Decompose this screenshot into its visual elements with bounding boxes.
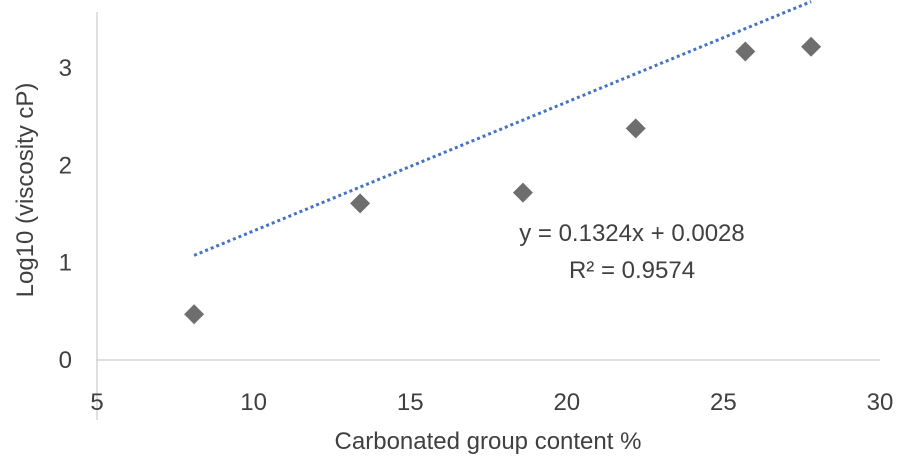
y-tick-label: 1 [59,250,72,277]
y-tick-label: 3 [59,55,72,82]
data-point-diamond [735,41,756,62]
x-tick-label: 30 [867,389,894,416]
data-point-diamond [350,193,371,214]
x-tick-label: 15 [397,389,424,416]
y-axis-title: Log10 (viscosity cP) [12,83,39,298]
x-tick-label: 20 [553,389,580,416]
data-point-diamond [184,304,205,325]
y-tick-label: 0 [59,347,72,374]
data-point-diamond [625,118,646,139]
data-point-diamond [801,36,822,57]
x-tick-label: 10 [240,389,267,416]
data-points [184,36,822,325]
trendline-equation-label: y = 0.1324x + 0.0028 [519,220,745,247]
x-axis-title: Carbonated group content % [335,428,642,455]
y-tick-label: 2 [59,152,72,179]
tick-labels: 5 10 15 20 25 30 0 1 2 3 [59,55,894,416]
x-tick-label: 5 [90,389,103,416]
r-squared-label: R² = 0.9574 [569,257,695,284]
axes [96,12,880,420]
linear-trendline [193,0,812,257]
x-tick-label: 25 [710,389,737,416]
trendline-layer [193,0,812,257]
data-point-diamond [512,182,533,203]
